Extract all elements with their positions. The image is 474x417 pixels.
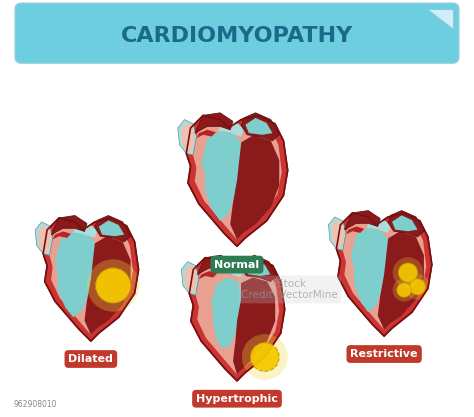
Circle shape xyxy=(242,334,288,380)
Polygon shape xyxy=(195,113,233,133)
Polygon shape xyxy=(219,263,243,278)
Polygon shape xyxy=(197,255,233,274)
Polygon shape xyxy=(388,211,424,237)
Polygon shape xyxy=(43,218,138,341)
Polygon shape xyxy=(328,217,346,250)
Polygon shape xyxy=(337,213,432,336)
Text: Hypertrophic: Hypertrophic xyxy=(196,394,278,404)
Circle shape xyxy=(405,274,430,299)
Polygon shape xyxy=(230,135,279,239)
Polygon shape xyxy=(211,278,241,349)
Polygon shape xyxy=(241,255,277,281)
Polygon shape xyxy=(366,219,391,233)
Polygon shape xyxy=(196,263,279,374)
Polygon shape xyxy=(241,113,279,141)
Polygon shape xyxy=(184,265,197,292)
Polygon shape xyxy=(189,258,285,381)
Polygon shape xyxy=(95,216,131,242)
Circle shape xyxy=(392,279,416,301)
Polygon shape xyxy=(392,215,418,231)
Polygon shape xyxy=(35,222,53,255)
Polygon shape xyxy=(53,231,71,239)
Text: Restrictive: Restrictive xyxy=(350,349,418,359)
Polygon shape xyxy=(233,278,275,374)
Polygon shape xyxy=(99,220,124,236)
Polygon shape xyxy=(38,225,51,252)
Polygon shape xyxy=(182,261,199,295)
Polygon shape xyxy=(351,228,388,312)
Circle shape xyxy=(251,343,279,371)
Text: CARDIOMYOPATHY: CARDIOMYOPATHY xyxy=(121,26,353,46)
Polygon shape xyxy=(84,236,131,335)
Polygon shape xyxy=(55,231,95,317)
Polygon shape xyxy=(343,219,426,330)
Polygon shape xyxy=(378,231,424,330)
Circle shape xyxy=(399,263,418,282)
Polygon shape xyxy=(199,271,217,279)
Polygon shape xyxy=(186,116,288,246)
Text: iStock
Credit: VectorMine: iStock Credit: VectorMine xyxy=(241,279,338,300)
FancyBboxPatch shape xyxy=(15,3,459,63)
Circle shape xyxy=(87,259,139,312)
Polygon shape xyxy=(181,123,195,152)
Polygon shape xyxy=(178,120,196,155)
Text: Normal: Normal xyxy=(214,260,260,270)
Circle shape xyxy=(397,283,411,297)
Polygon shape xyxy=(345,211,380,230)
Circle shape xyxy=(393,257,423,288)
Circle shape xyxy=(410,279,426,295)
Polygon shape xyxy=(73,224,97,238)
Polygon shape xyxy=(246,118,273,135)
Polygon shape xyxy=(332,220,345,247)
Polygon shape xyxy=(219,121,244,136)
Polygon shape xyxy=(346,226,364,234)
Polygon shape xyxy=(196,130,216,138)
Polygon shape xyxy=(193,121,282,239)
Text: Dilated: Dilated xyxy=(68,354,113,364)
Polygon shape xyxy=(245,260,270,276)
Text: 962908010: 962908010 xyxy=(13,399,57,409)
Polygon shape xyxy=(427,9,453,29)
Circle shape xyxy=(96,268,131,303)
Polygon shape xyxy=(51,216,87,235)
Polygon shape xyxy=(201,131,241,221)
Polygon shape xyxy=(49,224,133,335)
